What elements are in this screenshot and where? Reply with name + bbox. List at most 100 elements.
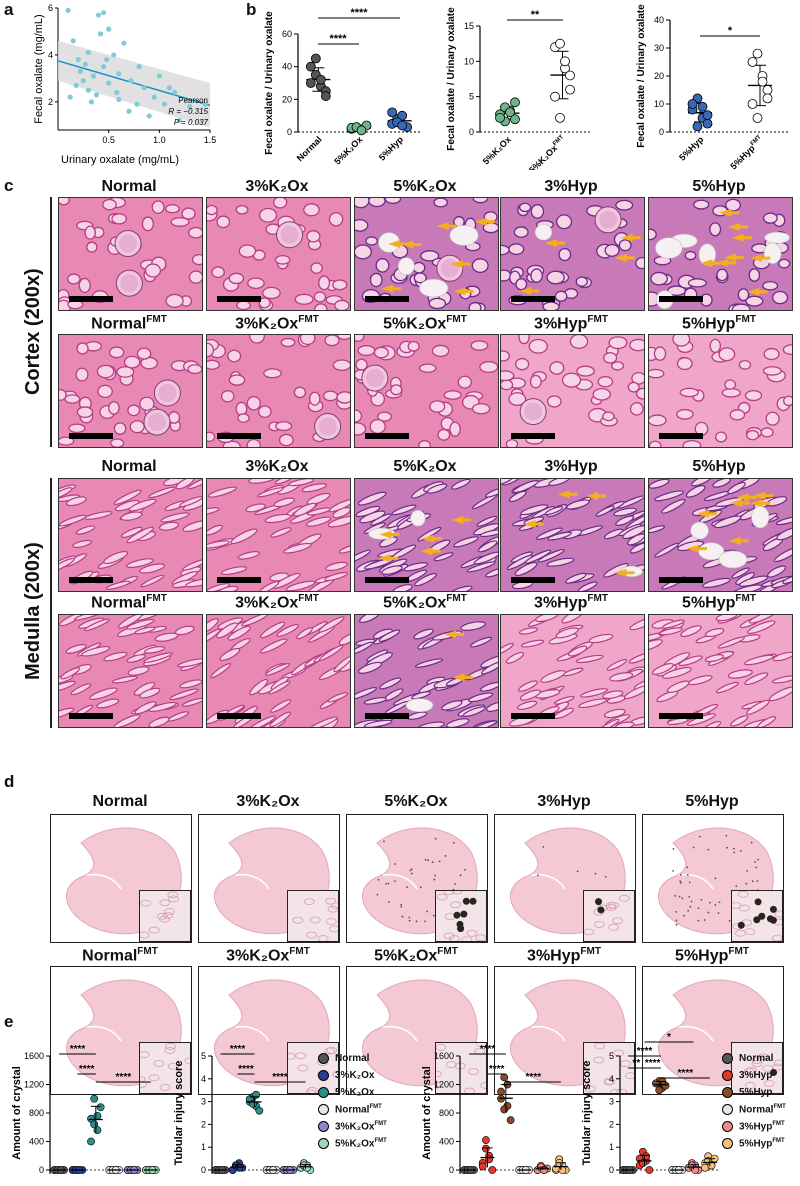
d-kidney-section — [642, 966, 784, 1095]
d-kidney-section — [494, 814, 636, 943]
panel-letter-d: d — [4, 772, 15, 791]
d-zoom-inset — [134, 1042, 191, 1094]
scale-bar — [69, 577, 113, 583]
c-tile-title: 5%K₂Ox — [393, 458, 457, 475]
legend-swatch — [318, 1104, 329, 1115]
b-ytick: 10 — [464, 56, 474, 66]
ef-ytick: 1600 — [434, 1051, 454, 1061]
c-tile-title: 3%K₂OxFMT — [235, 314, 319, 333]
c-tile-title: 5%HypFMT — [682, 593, 756, 612]
a-point — [80, 78, 86, 84]
legend-label: Normal — [335, 1053, 370, 1064]
b-point — [387, 107, 398, 118]
b-group-label: 5%K₂OxFMT — [527, 134, 568, 170]
d-tile-title: 3%Hyp — [537, 793, 591, 810]
a-point — [202, 101, 208, 107]
a-point — [93, 92, 100, 98]
ef-ytick: 4 — [201, 1074, 206, 1084]
c-medulla-label: Medulla (200x) — [22, 542, 44, 680]
legend-label: 5%HypFMT — [739, 1137, 785, 1150]
c-tile-title: 3%K₂Ox — [245, 178, 309, 195]
a-xtick: 1.5 — [204, 135, 217, 145]
b-point — [757, 76, 768, 87]
b-point — [495, 112, 505, 123]
a-ytick: 4 — [48, 50, 53, 60]
b-point — [752, 48, 763, 59]
d-zoom-inset — [583, 1042, 635, 1094]
ef-sig-label: **** — [116, 1072, 132, 1083]
c-histology-image — [648, 614, 793, 728]
scale-bar — [365, 713, 409, 719]
d-kidney-section — [642, 814, 784, 943]
c-tile-title: NormalFMT — [91, 314, 167, 333]
ef-point — [645, 1166, 654, 1174]
legend-item: 5%Hyp — [722, 1084, 800, 1101]
d-zoom-inset — [730, 890, 783, 942]
ef-ylabel: Amount of crystal — [11, 1066, 23, 1160]
scale-bar — [659, 433, 703, 439]
b-point — [505, 107, 515, 118]
b-point — [747, 99, 758, 109]
scale-bar — [69, 433, 113, 439]
ef-point — [488, 1166, 497, 1174]
b-point — [305, 61, 316, 72]
ef-ylabel: Tubular injury score — [173, 1061, 185, 1166]
b-sig-label: ** — [531, 9, 540, 21]
legend-label: 3%Hyp — [739, 1070, 773, 1081]
ef-point — [482, 1136, 490, 1144]
ef-point — [90, 1120, 99, 1129]
a-ytick: 6 — [48, 3, 53, 13]
d-tile-title: Normal — [92, 793, 148, 810]
b-point — [550, 91, 560, 102]
ef-point — [558, 1166, 567, 1174]
c-tile-title: 3%Hyp — [544, 178, 598, 195]
b-sig-label: **** — [350, 7, 368, 19]
panel-e-injury-plot: 0 1 2 3 4 5 Tubular injury score **** **** **** — [173, 1044, 315, 1175]
c-tile-title: 5%Hyp — [692, 178, 746, 195]
c-tile-title: 5%K₂OxFMT — [383, 314, 467, 333]
b-point — [692, 121, 703, 132]
scale-bar — [659, 713, 703, 719]
b-ylabel: Fecal oxalate / Urinary oxalate — [446, 7, 457, 151]
b-ytick: 40 — [282, 62, 292, 72]
b-point — [687, 99, 698, 109]
ef-point — [478, 1162, 487, 1171]
ef-ytick: 2 — [609, 1119, 614, 1129]
a-stat-r: R = −0.315 — [168, 107, 208, 116]
a-point — [65, 7, 71, 13]
b-ytick: 20 — [654, 71, 664, 81]
b-ylabel: Fecal oxalate / Urinary oxalate — [264, 11, 275, 155]
b-point — [397, 110, 408, 121]
ef-point — [655, 1086, 664, 1095]
b-ytick: 30 — [654, 43, 664, 53]
a-stat-p: P = 0.037 — [174, 118, 209, 127]
a-point — [146, 113, 152, 119]
a-regression-line — [57, 60, 211, 107]
b-ytick: 20 — [282, 94, 292, 104]
panel-b-plot-3: 0 10 20 30 40 Fecal oxalate / Urinary oxalate… — [636, 4, 790, 170]
b-point — [555, 112, 565, 123]
a-point — [101, 10, 107, 16]
d-kidney-section — [494, 966, 636, 1095]
legend-item: Normal — [722, 1050, 800, 1067]
a-point — [121, 40, 127, 46]
b-group-label: 5%K₂Ox — [481, 134, 513, 166]
a-ytick: 2 — [48, 97, 53, 107]
legend-label: NormalFMT — [335, 1103, 382, 1116]
a-xtick: 1.0 — [153, 135, 166, 145]
ef-ytick: 4 — [609, 1074, 614, 1084]
a-point — [126, 108, 132, 114]
scale-bar — [69, 296, 113, 302]
d-zoom-inset — [287, 890, 339, 942]
ef-ytick: 1 — [201, 1142, 206, 1152]
a-xlabel: Urinary oxalate (mg/mL) — [61, 154, 179, 166]
c-tile-title: Normal — [101, 178, 157, 195]
legend-item: NormalFMT — [318, 1101, 418, 1118]
ef-sig-label: * — [667, 1032, 671, 1043]
b-group-label: 5%Hyp — [377, 134, 406, 163]
ef-ylabel: Tubular injury score — [581, 1061, 593, 1166]
ef-ytick: 1200 — [24, 1080, 44, 1090]
a-point — [171, 89, 178, 96]
d-zoom-inset — [138, 890, 191, 942]
legend-swatch — [722, 1070, 733, 1081]
